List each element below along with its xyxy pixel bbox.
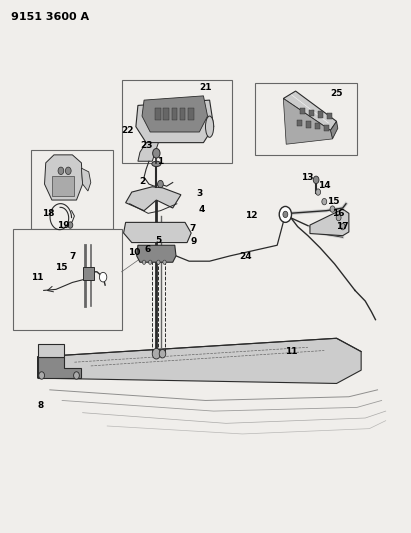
Text: 11: 11: [285, 347, 298, 356]
Text: 14: 14: [318, 181, 330, 190]
Ellipse shape: [206, 116, 214, 138]
Text: 21: 21: [199, 83, 212, 92]
Polygon shape: [283, 99, 332, 144]
Text: 7: 7: [69, 253, 76, 261]
Ellipse shape: [152, 161, 161, 166]
Text: 10: 10: [128, 248, 141, 257]
Text: 1: 1: [157, 157, 164, 166]
Polygon shape: [37, 344, 64, 357]
Text: 12: 12: [245, 212, 258, 221]
Bar: [318, 111, 323, 118]
Circle shape: [152, 149, 160, 158]
Circle shape: [39, 372, 44, 379]
Polygon shape: [37, 338, 361, 383]
Polygon shape: [137, 245, 176, 262]
Polygon shape: [136, 100, 214, 143]
Circle shape: [152, 349, 160, 359]
Circle shape: [148, 260, 152, 264]
Polygon shape: [44, 155, 83, 200]
Circle shape: [74, 372, 79, 379]
Bar: [255, 83, 357, 155]
Text: 22: 22: [121, 126, 134, 135]
Text: 3: 3: [196, 189, 203, 198]
Circle shape: [99, 272, 107, 282]
Circle shape: [68, 222, 73, 228]
Bar: [315, 123, 320, 130]
Bar: [31, 150, 113, 229]
Bar: [180, 108, 185, 120]
Text: 11: 11: [31, 273, 44, 281]
Circle shape: [340, 223, 345, 230]
Polygon shape: [283, 91, 337, 131]
Circle shape: [157, 260, 160, 264]
Bar: [327, 113, 332, 119]
Bar: [297, 120, 302, 126]
Circle shape: [316, 189, 321, 195]
Bar: [309, 110, 314, 116]
Text: 23: 23: [140, 141, 152, 150]
Bar: [324, 125, 329, 131]
Circle shape: [283, 211, 288, 217]
Polygon shape: [126, 187, 181, 211]
Text: 7: 7: [189, 224, 196, 233]
Circle shape: [330, 206, 335, 212]
Text: 8: 8: [38, 401, 44, 410]
Circle shape: [163, 260, 166, 264]
Circle shape: [58, 167, 64, 174]
Text: 5: 5: [155, 237, 162, 246]
Bar: [13, 229, 122, 330]
Text: 13: 13: [301, 173, 313, 182]
Bar: [300, 108, 305, 115]
Bar: [83, 266, 94, 280]
Bar: [171, 108, 177, 120]
Polygon shape: [142, 96, 208, 132]
Text: 4: 4: [198, 205, 205, 214]
Text: 18: 18: [42, 209, 54, 218]
Bar: [188, 108, 194, 120]
Text: 19: 19: [57, 221, 69, 230]
Text: 6: 6: [144, 245, 150, 254]
Polygon shape: [330, 122, 338, 139]
Circle shape: [313, 176, 319, 183]
Bar: [163, 108, 169, 120]
Polygon shape: [138, 143, 158, 161]
Circle shape: [159, 350, 166, 358]
Bar: [122, 80, 232, 163]
Circle shape: [336, 214, 341, 221]
Text: 25: 25: [330, 89, 343, 98]
Polygon shape: [37, 357, 81, 378]
Text: 16: 16: [332, 209, 345, 218]
Circle shape: [157, 180, 163, 188]
Text: 9151 3600 A: 9151 3600 A: [11, 12, 89, 22]
Circle shape: [322, 198, 327, 205]
Bar: [306, 122, 311, 128]
Circle shape: [143, 260, 145, 264]
Text: 9: 9: [190, 237, 196, 246]
Polygon shape: [310, 209, 349, 236]
Text: 17: 17: [337, 222, 349, 231]
Text: 15: 15: [327, 197, 339, 206]
Text: 15: 15: [55, 263, 67, 272]
Circle shape: [279, 206, 291, 222]
Text: 24: 24: [239, 253, 252, 261]
Text: 2: 2: [139, 177, 145, 186]
Circle shape: [65, 167, 71, 174]
Polygon shape: [81, 168, 91, 191]
Polygon shape: [124, 222, 191, 243]
Bar: [155, 108, 161, 120]
Bar: [52, 176, 74, 196]
